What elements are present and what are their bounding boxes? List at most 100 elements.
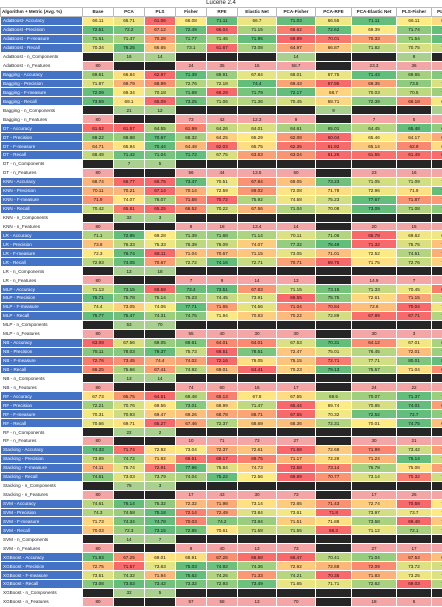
table-cell: 76.78 [352,463,397,472]
table-cell: 80 [83,168,114,177]
table-cell: 71.33 [352,285,397,294]
row-label: NB - F-measure [1,356,83,365]
row-label: AdaBoost- Accuracy [1,16,83,25]
table-cell [316,597,352,606]
row-label: KNN - n_Components [1,213,83,222]
table-cell: 63.04 [277,151,316,160]
table-cell: 70.42 [83,204,114,213]
table-cell [176,374,207,383]
table-cell: 71.77 [176,34,207,43]
table-cell [397,588,432,597]
table-cell [397,481,432,490]
table-cell: 71.93 [83,553,114,562]
row-label: DT - n_Components [1,159,83,168]
table-cell: 75.78 [114,294,145,303]
table-cell: 70.32 [397,472,432,481]
row-label: KNN - Recall [1,204,83,213]
table-cell: 64.97 [277,43,316,52]
table-cell: 70.03 [176,517,207,526]
table-cell: 70.67 [207,249,238,258]
table-cell [277,535,316,544]
table-cell: 74 [176,383,207,392]
table-cell [176,52,207,61]
table-cell: 71.32 [352,240,397,249]
table-cell: 67.26 [207,553,238,562]
table-cell [397,267,432,276]
table-cell: 15 [238,61,277,70]
table-cell: 70.22 [277,311,316,320]
table-cell: 68.71 [316,97,352,106]
table-cell: 65.09 [145,97,176,106]
table-cell: 74.34 [114,517,145,526]
row-label: Stacking - Recall [1,472,83,481]
table-cell: 71.04 [397,365,432,374]
row-label: NB - Recall [1,365,83,374]
table-cell: 68.32 [176,133,207,142]
table-cell: 68.69 [238,419,277,428]
table-cell: 74.2 [207,517,238,526]
table-cell: 18 [207,222,238,231]
table-cell [176,267,207,276]
table-cell [432,159,442,168]
table-cell: 66.11 [83,16,114,25]
table-cell: 74.78 [145,517,176,526]
table-cell: 66.59 [145,285,176,294]
table-row: RF - n_Features8010717327302121 [1,437,442,446]
table-cell: 80 [83,276,114,285]
table-cell: 74.73 [238,463,277,472]
table-cell: 13.5 [238,168,277,177]
table-cell [316,544,352,553]
table-cell [83,535,114,544]
table-cell: 67.84 [238,177,277,186]
table-cell: 61.49 [397,151,432,160]
row-label: SVM - n_Features [1,544,83,553]
table-cell: 71.92 [145,454,176,463]
table-cell: 69.05 [145,338,176,347]
table-cell: 62.74 [432,133,442,142]
table-cell: 14 [238,276,277,285]
table-cell: 69.91 [207,70,238,79]
column-header: PLS [145,8,176,17]
row-label: XGBoost - n_Components [1,588,83,597]
table-cell: 71.71 [316,580,352,589]
table-cell: 73.45 [114,356,145,365]
table-cell [352,159,397,168]
column-header: Base [83,8,114,17]
table-cell: 71.37 [397,392,432,401]
table-cell: 72.61 [83,25,114,34]
table-cell [316,276,352,285]
table-cell: 75.75 [316,294,352,303]
table-cell [432,374,442,383]
table-cell: 69.1 [114,97,145,106]
table-cell: 74.61 [83,472,114,481]
table-cell: 30 [238,490,277,499]
table-cell: 73.72 [432,311,442,320]
table-cell: 69.35 [352,79,397,88]
table-cell: 71.46 [207,34,238,43]
table-cell: 74.58 [277,195,316,204]
table-cell: 71.43 [352,70,397,79]
table-cell: 71.75 [352,258,397,267]
table-cell [83,374,114,383]
table-cell: 74.3 [83,508,114,517]
table-cell: 10 [432,106,442,115]
table-cell: 66.52 [176,204,207,213]
table-cell: 2 [145,428,176,437]
table-cell: 73 [176,115,207,124]
table-cell: 80 [83,544,114,553]
table-cell: 72.21 [83,401,114,410]
table-cell: 72.16 [207,356,238,365]
table-cell: 65.94 [114,142,145,151]
row-label: Bagging - n_Features [1,115,83,124]
table-cell: 69.74 [316,401,352,410]
table-cell: 72.08 [277,186,316,195]
table-cell [176,588,207,597]
table-cell: 12 [145,106,176,115]
table-cell: 71.15 [238,25,277,34]
